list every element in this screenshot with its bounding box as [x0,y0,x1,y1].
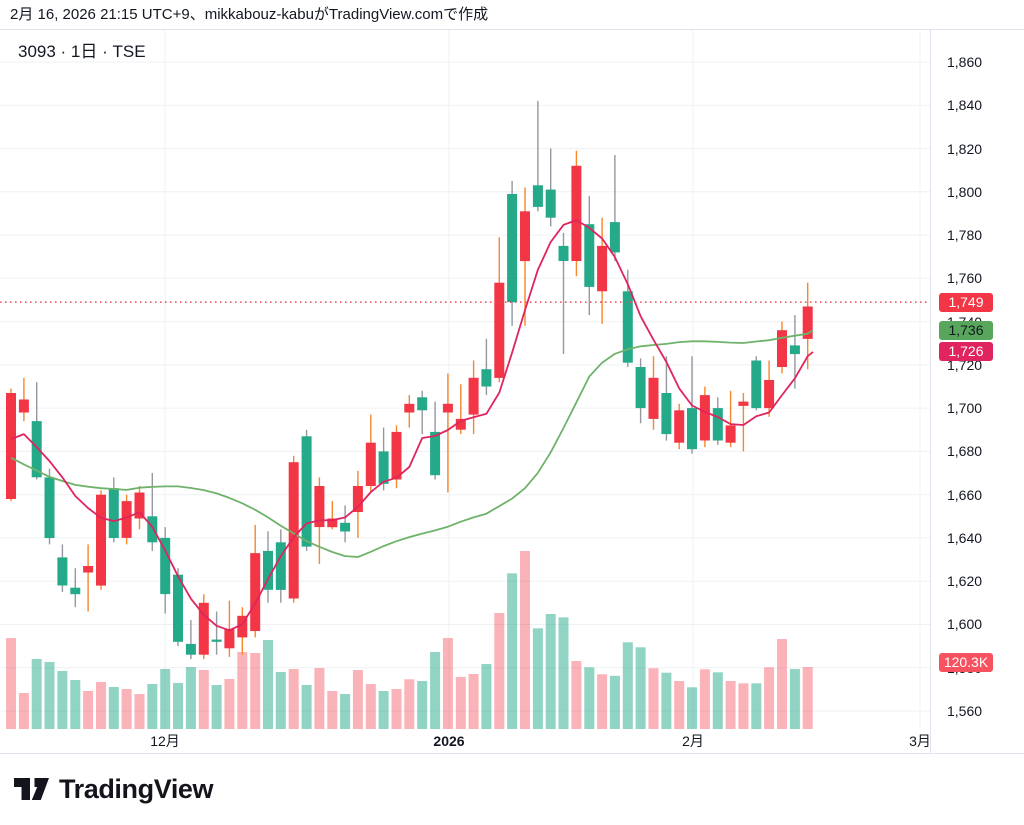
time-tick-label: 12月 [150,733,180,749]
symbol-title[interactable]: 3093 · 1日 · TSE [18,42,146,61]
price-tick-label: 1,700 [947,400,983,417]
pane-borders [0,29,1024,754]
time-tick-label: 3月 [909,733,931,749]
price-tick-label: 1,660 [947,486,983,503]
price-tick-label: 1,800 [947,183,983,200]
time-tick-label: 2026 [433,733,465,749]
gridlines [0,30,930,729]
tradingview-logo-icon [14,777,49,800]
price-tick-label: 1,640 [947,529,983,546]
price-tick-label: 1,780 [947,227,983,244]
price-tick-label: 1,860 [947,54,983,70]
price-axis[interactable]: 1,5601,5801,6001,6201,6401,6601,6801,700… [931,30,1024,754]
tradingview-logo: TradingView [14,774,214,805]
ma-slow-badge: 1,736 [939,320,993,340]
tradingview-logo-text: TradingView [59,774,214,804]
price-tick-label: 1,760 [947,270,983,287]
volume-bars [6,551,813,729]
price-tick-label: 1,620 [947,573,983,590]
price-tick-label: 1,840 [947,97,983,114]
snapshot-caption: 2月 16, 2026 21:15 UTC+9、mikkabouz-kabuがT… [10,6,489,23]
price-tick-label: 1,600 [947,616,983,633]
price-tick-label: 1,560 [947,702,983,719]
volume-badge: 120.3K [939,653,993,673]
price-tick-label: 1,680 [947,443,983,460]
last-price-badge: 1,749 [939,292,993,312]
candles [6,100,813,660]
time-tick-label: 2月 [682,733,704,749]
time-axis[interactable]: 12月 2026 2月 3月 [0,729,1024,754]
price-tick-label: 1,820 [947,140,983,157]
ma-slow-line [10,329,814,558]
ma-fast-line [10,219,814,632]
ma-fast-badge: 1,726 [939,342,993,362]
